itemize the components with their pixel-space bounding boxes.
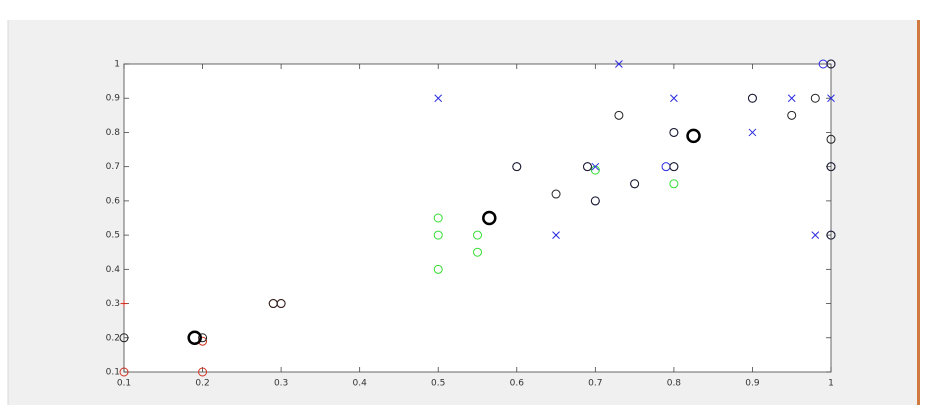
point [787, 94, 796, 103]
x-tick-label: 0.4 [353, 379, 368, 389]
y-tick-label: 0.6 [106, 196, 121, 206]
point [433, 230, 443, 240]
point-stroke [552, 231, 560, 239]
point-stroke [787, 94, 796, 103]
y-tick-label: 0.4 [106, 265, 121, 275]
point [826, 162, 836, 172]
point [787, 110, 797, 120]
x-tick-label: 1 [828, 379, 834, 389]
point [119, 333, 129, 343]
x-tick-label: 0.3 [274, 379, 288, 389]
point [119, 367, 129, 377]
point [615, 60, 623, 68]
point [670, 94, 678, 103]
point [473, 247, 482, 257]
x-tick-label: 0.9 [745, 379, 760, 389]
y-tick-label: 0.1 [106, 368, 120, 378]
point [582, 162, 592, 172]
point-stroke [670, 94, 678, 103]
x-tick-label: 0.8 [667, 379, 682, 389]
x-tick-label: 0.1 [117, 379, 131, 389]
x-tick-label: 0.5 [431, 379, 445, 389]
point [827, 94, 835, 103]
point [748, 128, 757, 137]
y-tick-label: 0.2 [106, 333, 120, 343]
y-tick-label: 1 [114, 60, 120, 70]
point [826, 134, 836, 144]
centroid [187, 330, 202, 346]
point [198, 367, 208, 377]
point [433, 213, 443, 223]
point [614, 110, 624, 120]
axes-box [123, 63, 832, 373]
point [512, 162, 522, 172]
point [669, 162, 679, 172]
centroid [686, 128, 701, 144]
centroid [482, 210, 497, 226]
point [810, 93, 820, 103]
point [433, 264, 443, 274]
y-tick-label: 0.5 [106, 231, 120, 241]
point [551, 189, 561, 199]
point [473, 230, 482, 240]
point-stroke [748, 128, 757, 137]
point [434, 94, 443, 103]
y-tick-label: 0.9 [106, 94, 121, 104]
point [120, 300, 128, 308]
point [552, 231, 560, 239]
x-tick-label: 0.2 [195, 379, 209, 389]
point [630, 179, 640, 189]
y-tick-label: 0.8 [106, 128, 121, 138]
x-tick-label: 0.7 [588, 379, 602, 389]
x-tick-label: 0.6 [510, 379, 525, 389]
point [826, 230, 836, 240]
point-stroke [811, 231, 820, 239]
point-stroke [591, 162, 600, 171]
point [811, 231, 820, 239]
point [826, 59, 836, 69]
point-stroke [434, 94, 443, 103]
point-stroke [615, 60, 623, 68]
point [198, 333, 208, 343]
y-tick-label: 0.3 [106, 299, 120, 309]
y-tick-label: 0.7 [106, 162, 120, 172]
point [669, 179, 679, 189]
point-stroke [827, 94, 835, 103]
point [276, 299, 286, 309]
point [669, 127, 679, 137]
point [590, 196, 600, 206]
point [747, 93, 757, 103]
point [591, 162, 600, 171]
